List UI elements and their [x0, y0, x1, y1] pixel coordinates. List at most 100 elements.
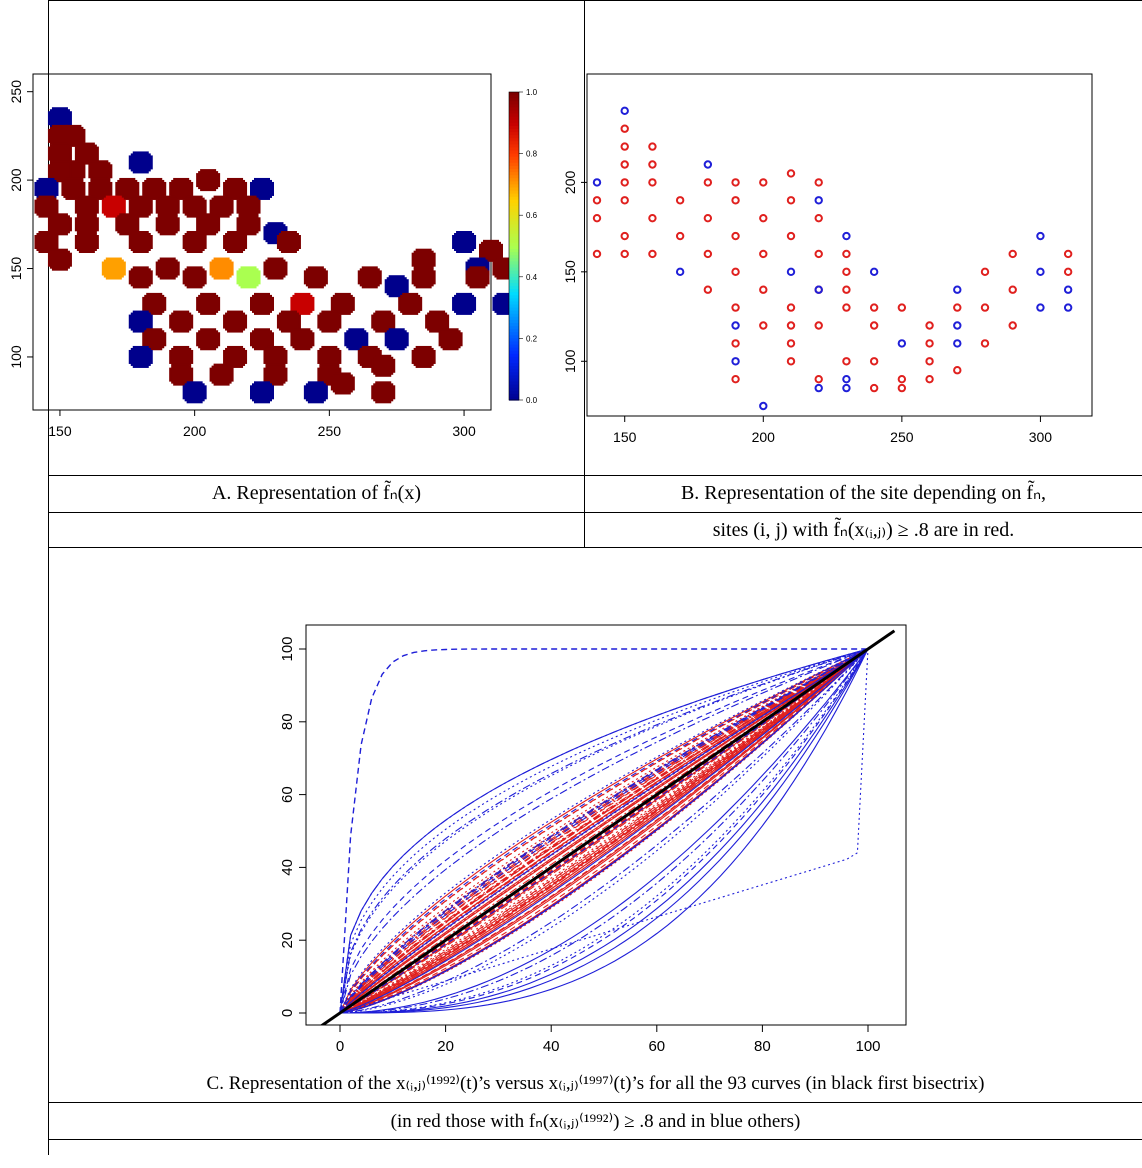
curve-line [339, 648, 869, 1014]
cell-core [130, 233, 151, 251]
cell-core [36, 179, 57, 198]
caption-b-line1: B. Representation of the site depending … [680, 482, 1047, 504]
site-point-red [869, 383, 879, 393]
heatmap-cell [128, 266, 153, 289]
site-point-red [759, 321, 768, 330]
site-point-red [953, 303, 962, 312]
cell-core [157, 259, 178, 278]
site-point-red [648, 142, 657, 151]
heatmap-cell [169, 363, 194, 386]
site-point-blue [953, 321, 962, 330]
colorbar-step [509, 255, 519, 259]
y-tick-label: 0 [279, 1009, 296, 1017]
site-point-blue [592, 178, 602, 187]
heatmap-cell [223, 310, 248, 333]
plot-box [586, 73, 1093, 417]
cell-core [373, 312, 394, 331]
colorbar-step [509, 122, 519, 127]
site-point-red [869, 357, 879, 366]
colorbar-step [509, 289, 519, 293]
site-point-red [814, 178, 823, 187]
cell-core [130, 312, 151, 331]
colorbar-step [509, 292, 519, 296]
cell-core [252, 383, 272, 402]
colorbar-step [509, 356, 519, 361]
heatmap-cell [128, 345, 153, 368]
heatmap-cell [47, 213, 72, 236]
colorbar-step [509, 286, 519, 290]
cell-core [171, 312, 192, 331]
curve-line [339, 648, 869, 1014]
heatmap-cell [169, 310, 194, 333]
frame-rule-d [48, 1102, 1142, 1103]
site-point-blue [953, 339, 962, 348]
colorbar-step [509, 390, 519, 395]
cell-core [373, 356, 394, 375]
colorbar-step [509, 295, 519, 299]
cell-core [211, 197, 232, 216]
cell-core [346, 330, 367, 349]
colorbar-step [509, 233, 519, 238]
curve-line [339, 648, 869, 1014]
colorbar-step [509, 230, 519, 235]
heatmap-cell [182, 381, 207, 404]
y-tick-label: 100 [8, 345, 24, 369]
heatmap-cell [88, 160, 113, 183]
colorbar-step [509, 249, 519, 253]
cell-core [413, 250, 434, 269]
heatmap-cell [61, 177, 86, 200]
colorbar-step [509, 298, 519, 303]
x-tick-label: 100 [855, 1038, 880, 1055]
site-point-red [731, 267, 740, 277]
site-point-red [731, 196, 740, 205]
heatmap-cell [250, 177, 274, 200]
site-point-blue [814, 285, 823, 294]
heatmap-cell [479, 239, 503, 262]
colorbar-step [509, 199, 519, 204]
site-point-blue [897, 339, 907, 348]
heatmap-cell [155, 213, 180, 236]
site-point-red [620, 249, 629, 259]
colorbar-step [509, 181, 519, 185]
y-tick-label: 200 [562, 170, 578, 194]
cell-core [90, 179, 111, 198]
heatmap-cell [196, 328, 221, 351]
colorbar-step [509, 359, 519, 364]
site-point-red [675, 196, 685, 205]
curve-line-extreme [339, 648, 868, 1014]
heatmap-cell [182, 195, 207, 218]
y-tick-label: 150 [8, 257, 24, 281]
frame-mid-vertical [584, 0, 585, 547]
curve-line [339, 648, 869, 1014]
heatmap-cell [74, 231, 99, 253]
heatmap-cell [142, 328, 167, 351]
heatmap-cell [236, 213, 261, 236]
cell-core [63, 126, 84, 145]
site-point-red [703, 213, 713, 223]
colorbar-step [509, 209, 519, 213]
curve-line [339, 648, 869, 1014]
colorbar-step [509, 246, 519, 250]
heatmap-cell [411, 345, 436, 368]
site-point-blue [759, 401, 768, 411]
colorbar-step [509, 239, 519, 244]
colorbar-step [509, 366, 519, 370]
site-point-blue [1063, 285, 1073, 294]
curve-line [339, 648, 869, 1014]
colorbar-step [509, 218, 519, 222]
colorbar-step [509, 162, 519, 167]
colorbar-step [509, 313, 519, 318]
site-point-blue [953, 285, 962, 294]
cell-core [49, 162, 70, 181]
heatmap-cell [182, 231, 207, 253]
site-point-red [925, 339, 934, 348]
heatmap-cell [115, 177, 140, 200]
frame-left-rule [48, 0, 49, 1155]
site-point-red [842, 285, 851, 294]
cell-core [238, 268, 259, 287]
cell-core [198, 215, 219, 234]
curves-group [319, 629, 896, 1025]
colorbar-step [509, 141, 519, 145]
curve-line [339, 648, 869, 1014]
cell-core [49, 215, 70, 234]
